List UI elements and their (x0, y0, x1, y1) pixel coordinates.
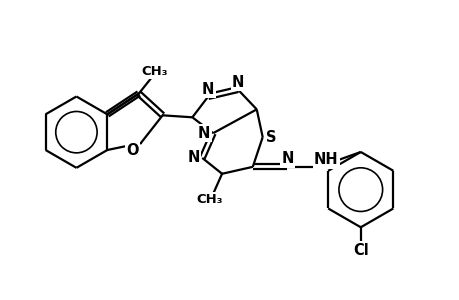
Text: N: N (202, 82, 214, 97)
Text: N: N (280, 152, 293, 166)
Text: S: S (266, 130, 276, 145)
Text: N: N (231, 75, 244, 90)
Text: CH₃: CH₃ (141, 65, 168, 78)
Text: N: N (187, 150, 199, 165)
Text: NH: NH (313, 152, 338, 167)
Text: N: N (198, 126, 210, 141)
Text: Cl: Cl (352, 243, 368, 258)
Text: CH₃: CH₃ (196, 193, 222, 206)
Text: O: O (126, 143, 139, 158)
